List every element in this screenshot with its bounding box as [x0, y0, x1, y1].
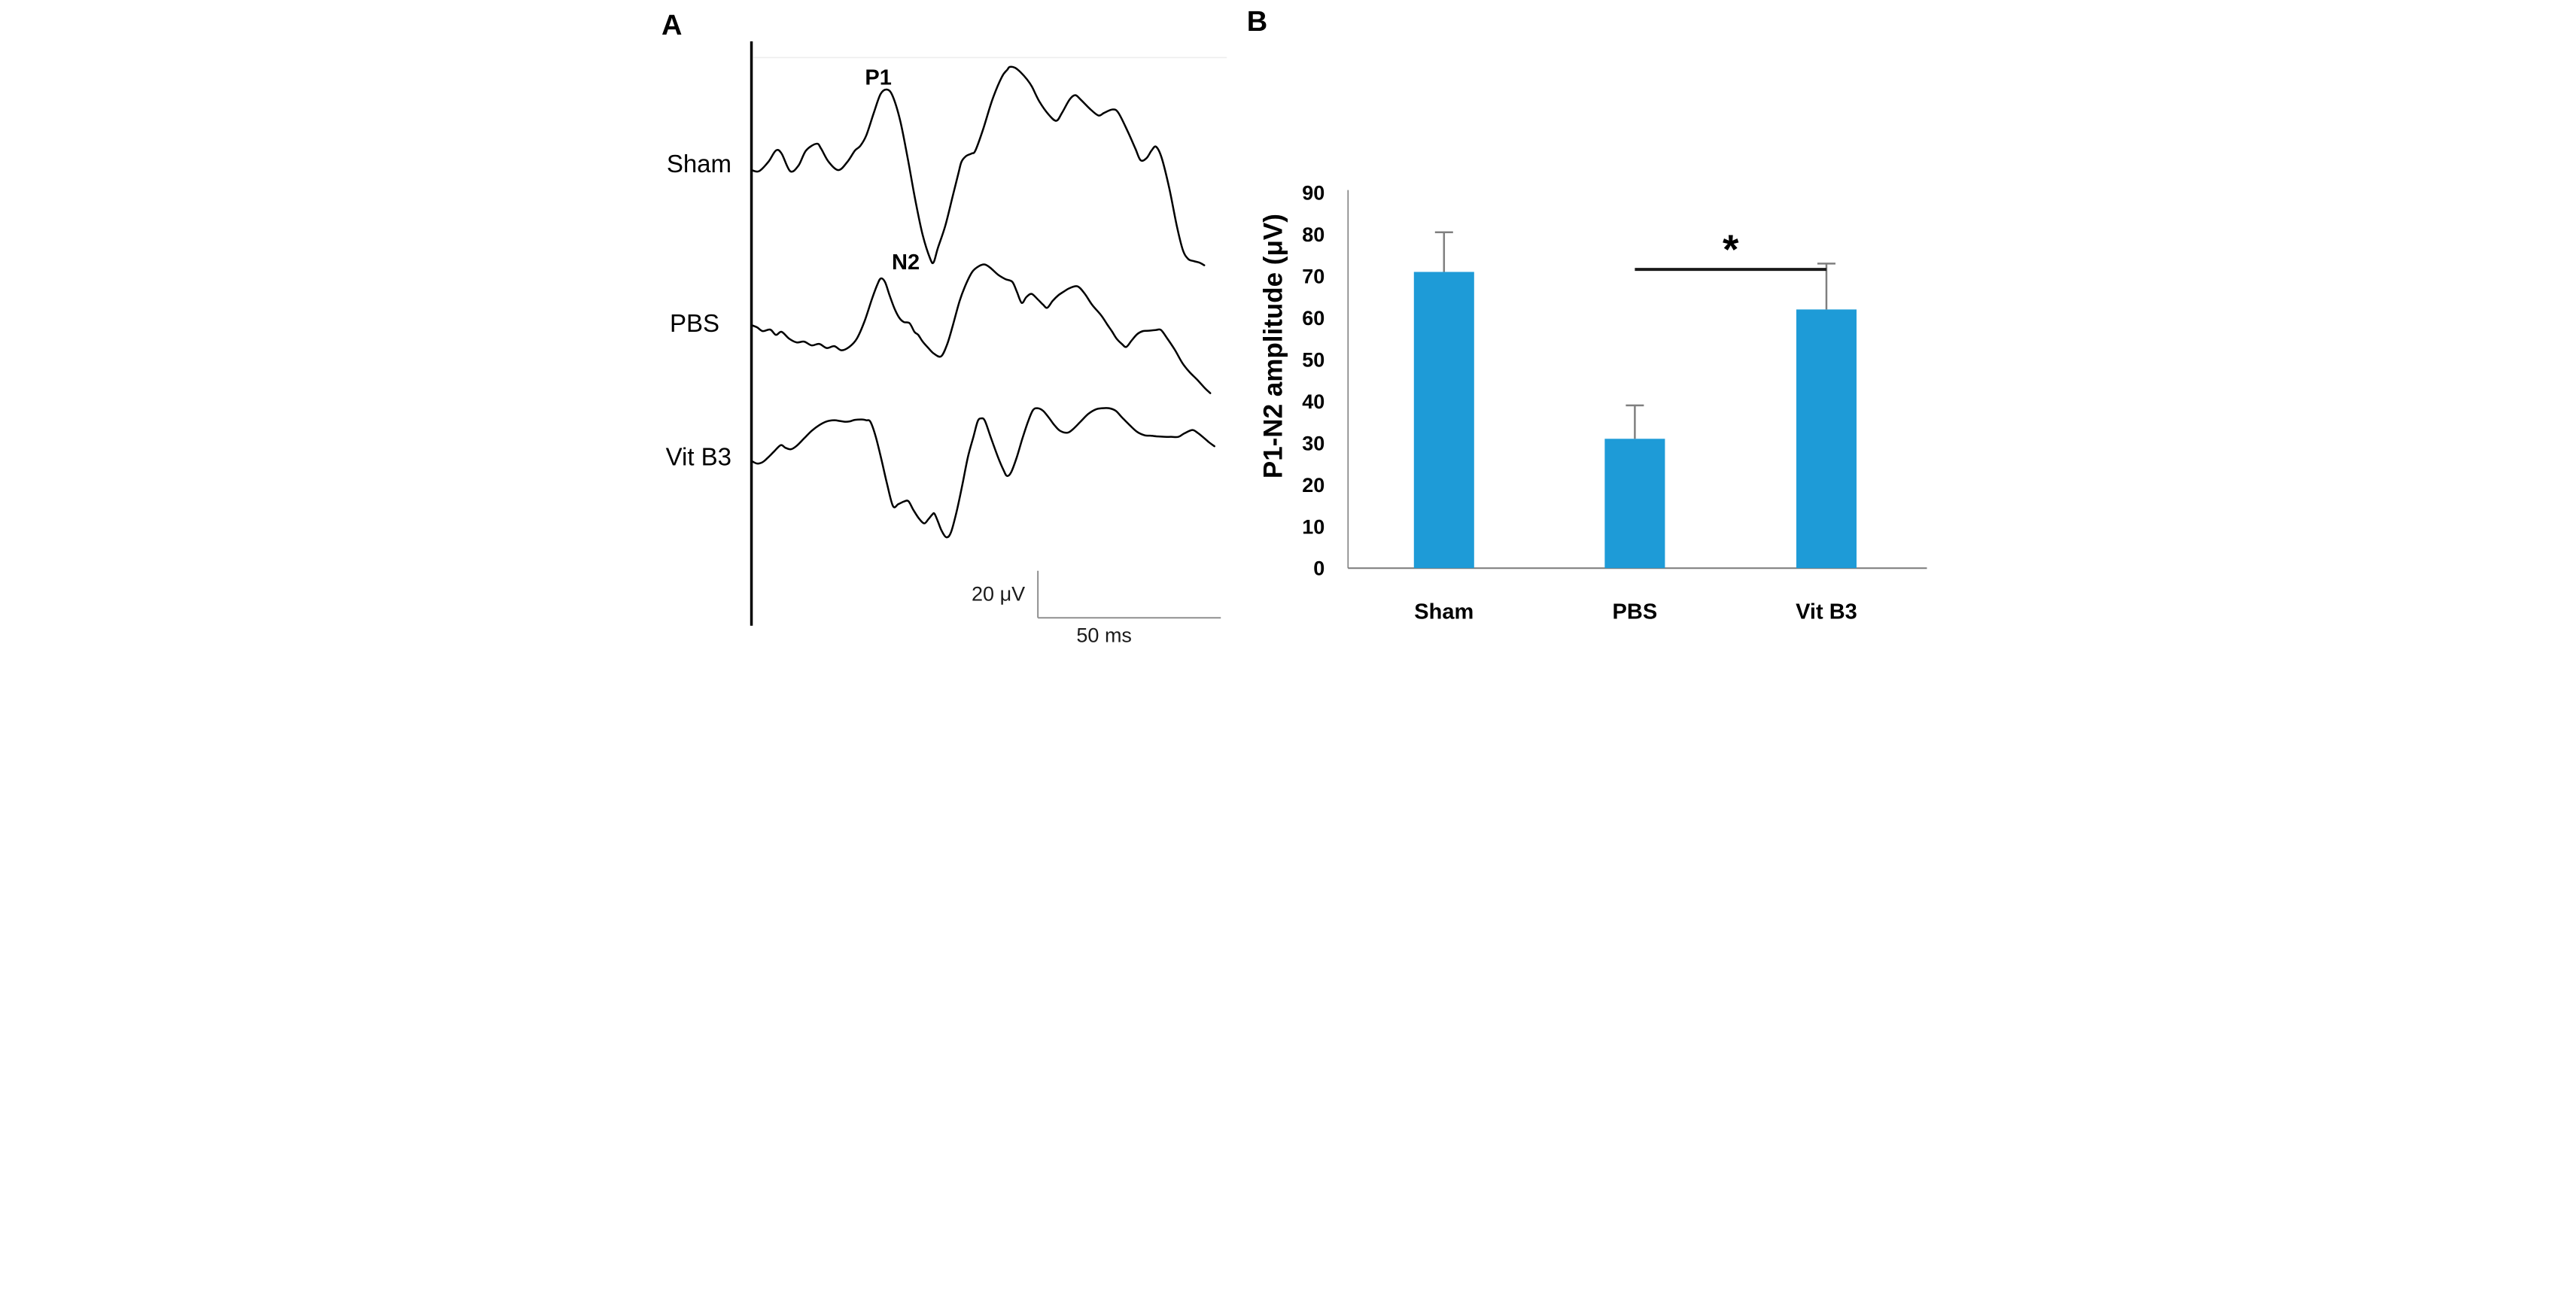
y-axis-tick-label: 70	[1302, 265, 1324, 287]
scale-bar-time-label: 50 ms	[1076, 624, 1132, 647]
y-axis-tick-label: 0	[1313, 557, 1324, 580]
bar-sham	[1413, 272, 1474, 569]
panel-b: B P1-N2 amplitude (μV) 0 10 20 30 40 50 60 70 80…	[1246, 6, 1927, 624]
y-axis-tick-label: 90	[1302, 182, 1324, 205]
y-axis-title: P1-N2 amplitude (μV)	[1258, 214, 1288, 478]
waveform-vitb3	[750, 407, 1215, 539]
y-axis-tick-label: 50	[1302, 348, 1324, 371]
panel-a-label: A	[661, 10, 682, 41]
x-axis-labels: Sham PBS Vit B3	[1414, 600, 1857, 624]
trace-label-sham: Sham	[666, 150, 731, 178]
bar-pbs	[1604, 439, 1665, 569]
y-axis-tick-label: 80	[1302, 223, 1324, 246]
x-axis-label-pbs: PBS	[1612, 600, 1657, 624]
y-axis-tick-label: 20	[1302, 474, 1324, 497]
x-axis-label-sham: Sham	[1414, 600, 1474, 624]
scale-bar-amplitude-label: 20 μV	[972, 583, 1025, 606]
x-axis-label-vit-b3: Vit B3	[1796, 600, 1857, 624]
bar-vit-b3	[1796, 309, 1857, 569]
y-axis-tick-label: 10	[1302, 515, 1324, 538]
panel-b-label: B	[1246, 6, 1267, 38]
figure-canvas: A Sham PBS Vit B3 P1 N2 20 μV 50 ms B P1…	[643, 0, 1933, 658]
y-axis-ticks: 0 10 20 30 40 50 60 70 80 90	[1302, 182, 1324, 580]
y-axis-tick-label: 40	[1302, 390, 1324, 413]
bar-series	[1413, 231, 1857, 569]
panel-a: A Sham PBS Vit B3 P1 N2 20 μV 50 ms	[661, 10, 1227, 647]
significance-star: *	[1722, 226, 1738, 272]
waveform-pbs	[750, 263, 1211, 394]
waveform-sham	[750, 65, 1205, 266]
p1-peak-label: P1	[865, 66, 891, 90]
trace-label-pbs: PBS	[669, 309, 719, 337]
n2-peak-label: N2	[892, 251, 920, 275]
trace-label-vitb3: Vit B3	[665, 443, 731, 471]
significance-annotation: *	[1634, 226, 1826, 272]
y-axis-tick-label: 60	[1302, 307, 1324, 330]
y-axis-tick-label: 30	[1302, 432, 1324, 454]
figure: A Sham PBS Vit B3 P1 N2 20 μV 50 ms B P1…	[643, 0, 1933, 658]
scale-bar: 20 μV 50 ms	[972, 570, 1221, 647]
